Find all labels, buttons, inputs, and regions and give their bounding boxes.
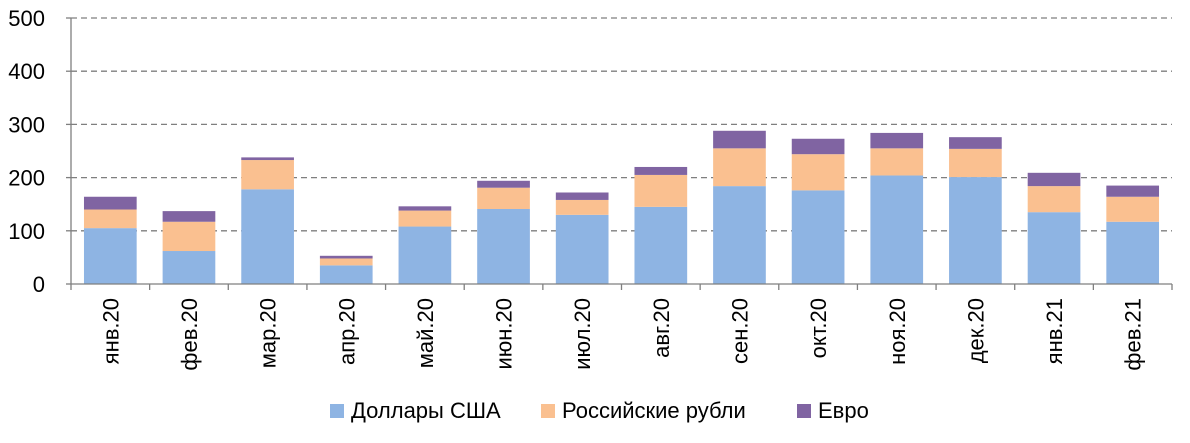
legend-label: Доллары США [351, 398, 501, 423]
bar-segment [319, 258, 373, 266]
legend-swatch [330, 404, 344, 418]
bar-segment [870, 148, 924, 176]
x-tick-label: май.20 [413, 298, 438, 368]
legend: Доллары США Российские рубли Евро [330, 398, 869, 423]
axes [66, 17, 1173, 290]
bar-segment [241, 157, 294, 161]
bar-segment [555, 199, 609, 215]
bar-segment [1027, 172, 1081, 187]
bar-segment [791, 154, 845, 191]
bar-segment [1106, 185, 1160, 197]
bar-segment [713, 148, 766, 187]
bar-segment [791, 190, 845, 284]
bar-segment [162, 211, 216, 222]
bar-segment [713, 130, 766, 149]
bar-segment [1106, 221, 1160, 284]
y-tick-label: 200 [8, 166, 45, 191]
bar-segment [477, 187, 530, 209]
x-tick-label: янв.20 [98, 298, 123, 364]
bar-segment [398, 226, 452, 284]
bar-segment [241, 189, 294, 284]
legend-label: Евро [818, 398, 869, 423]
bar-segment [555, 214, 609, 284]
bar-segment [634, 206, 688, 284]
bar-segment [319, 255, 373, 259]
x-tick-label: апр.20 [334, 298, 359, 365]
bar-segment [949, 148, 1002, 178]
bar-segment [319, 265, 373, 284]
x-tick-label: мар.20 [256, 298, 281, 368]
bars [83, 130, 1160, 284]
bar-segment [477, 208, 530, 284]
x-tick-label: дек.20 [963, 298, 988, 363]
y-tick-label: 300 [8, 112, 45, 137]
bar-segment [949, 177, 1002, 284]
legend-swatch [797, 404, 811, 418]
bar-segment [398, 206, 452, 211]
bar-segment [83, 196, 137, 210]
bar-segment [870, 175, 924, 284]
bar-segment [1027, 212, 1081, 284]
x-tick-label: сен.20 [727, 298, 752, 364]
y-tick-label: 100 [8, 219, 45, 244]
bar-segment [1027, 186, 1081, 213]
bar-segment [162, 251, 216, 284]
y-tick-label: 0 [33, 272, 45, 297]
bar-segment [477, 180, 530, 188]
bar-segment [870, 132, 924, 149]
bar-segment [398, 210, 452, 227]
bar-segment [634, 174, 688, 207]
bar-segment [1106, 196, 1160, 222]
bar-segment [162, 221, 216, 252]
bar-segment [791, 138, 845, 155]
y-tick-labels: 0 100 200 300 400 500 [8, 6, 45, 297]
x-tick-label: фев.21 [1121, 298, 1146, 371]
x-tick-label: фев.20 [177, 298, 202, 371]
bar-segment [949, 137, 1002, 149]
x-tick-label: июн.20 [492, 298, 517, 370]
y-tick-label: 400 [8, 59, 45, 84]
x-tick-label: авг.20 [649, 298, 674, 358]
x-tick-label: июл.20 [570, 298, 595, 370]
x-tick-label: ноя.20 [885, 298, 910, 365]
bar-segment [713, 186, 766, 284]
bar-segment [83, 209, 137, 229]
y-tick-label: 500 [8, 6, 45, 31]
bar-segment [83, 228, 137, 284]
bar-segment [555, 192, 609, 200]
bar-segment [241, 160, 294, 190]
bar-segment [634, 166, 688, 175]
x-tick-label: окт.20 [806, 298, 831, 358]
legend-label: Российские рубли [562, 398, 746, 423]
legend-swatch [541, 404, 555, 418]
x-tick-labels: янв.20 фев.20 мар.20 апр.20 май.20 июн.20 июл.… [98, 298, 1145, 371]
x-tick-label: янв.21 [1042, 298, 1067, 364]
gridlines [71, 17, 1172, 232]
